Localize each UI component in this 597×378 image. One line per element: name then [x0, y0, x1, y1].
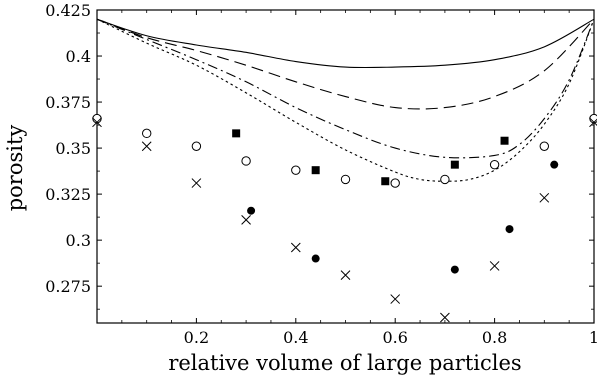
series-solid-line	[96, 18, 595, 69]
x-tick-label: 0.4	[283, 328, 308, 347]
series-dotted-line	[96, 18, 595, 182]
tick-labels: 0.2 0.4 0.6 0.8 1 0.275 0.3 0.325 0.35 0.375 0.4 0.…	[45, 1, 597, 347]
filled-square-point	[500, 136, 509, 145]
filled-square-point	[381, 177, 390, 186]
filled-circle-point	[505, 225, 514, 234]
y-tick-label: 0.4	[66, 47, 91, 66]
open-circle-point	[191, 141, 202, 151]
filled-square-point	[311, 166, 320, 175]
x-tick-label: 0.8	[482, 328, 507, 347]
curves	[96, 18, 595, 182]
open-circle-point	[440, 174, 450, 185]
filled-circle-point	[450, 265, 459, 274]
filled-circle-point	[550, 160, 559, 169]
y-tick-label: 0.425	[45, 1, 91, 20]
open-circle-point	[142, 128, 152, 139]
x-tick-label: 1	[589, 328, 597, 347]
cross-point	[141, 141, 152, 152]
open-circle-point	[92, 113, 102, 124]
series-dashed-line	[96, 18, 595, 110]
cross-point	[589, 117, 597, 128]
y-tick-label: 0.325	[45, 185, 91, 204]
series-dash-dot-line	[96, 18, 595, 159]
cross-point	[539, 192, 550, 203]
cross-point	[191, 178, 202, 188]
filled-square-point	[450, 160, 459, 169]
y-tick-label: 0.3	[66, 231, 91, 250]
x-axis-title: relative volume of large particles	[168, 351, 521, 375]
open-circle-point	[489, 159, 500, 170]
plot-frame	[96, 9, 595, 324]
y-tick-label: 0.375	[45, 93, 91, 112]
cross-point	[440, 312, 450, 323]
filled-circle-point	[311, 254, 320, 263]
cross-point	[340, 270, 351, 280]
cross-point	[489, 261, 500, 271]
cross-point	[390, 294, 401, 304]
open-circle-point	[340, 174, 351, 185]
markers	[92, 113, 597, 323]
y-tick-label: 0.275	[45, 277, 91, 296]
cross-point	[92, 117, 102, 128]
filled-square-point	[232, 129, 241, 138]
tick-marks	[97, 9, 595, 323]
open-circle-point	[241, 156, 251, 166]
x-tick-label: 0.6	[382, 328, 407, 347]
filled-circle-point	[247, 206, 256, 215]
y-axis-title: porosity	[3, 125, 27, 212]
y-tick-label: 0.35	[55, 139, 91, 158]
x-tick-label: 0.2	[184, 328, 209, 347]
open-circle-point	[291, 165, 301, 175]
open-circle-point	[390, 178, 400, 188]
open-circle-point	[539, 141, 549, 151]
cross-point	[241, 215, 251, 225]
cross-point	[290, 242, 301, 253]
